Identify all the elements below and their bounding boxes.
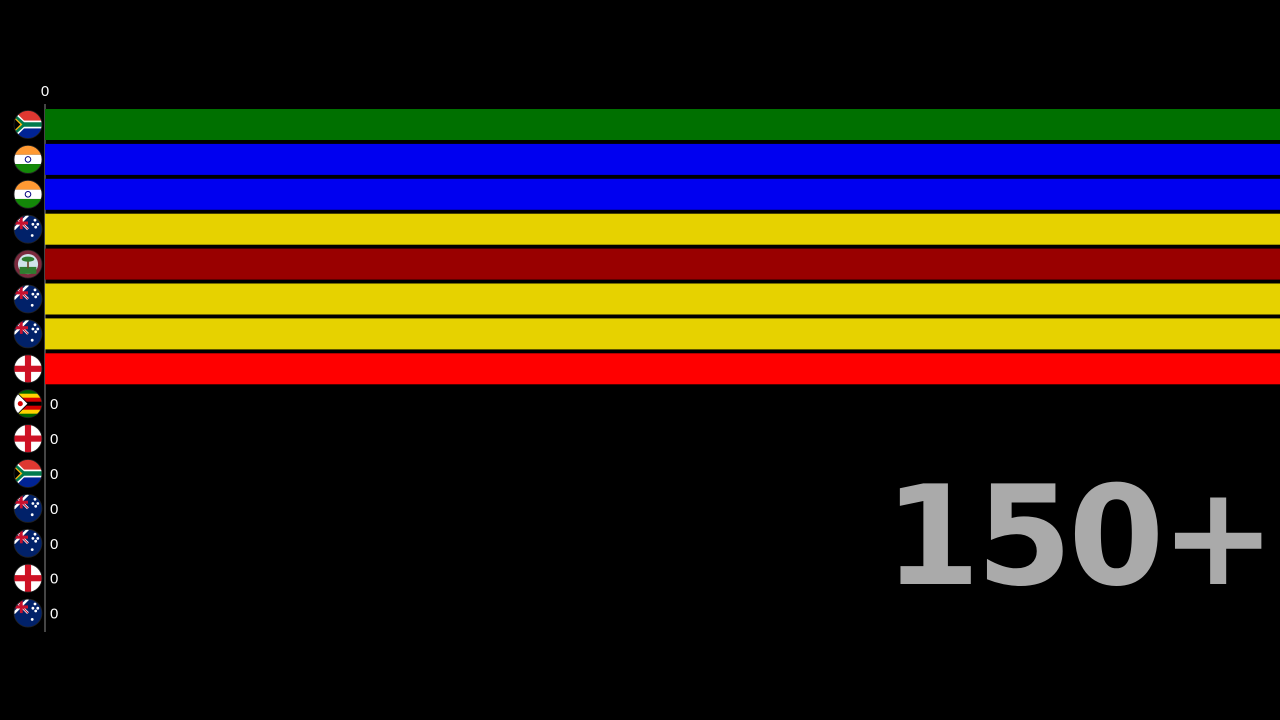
bar-row: SR Tendulkar (INDIA)53.78 xyxy=(45,143,1280,175)
bar-value-label: 0 xyxy=(50,536,58,553)
bar xyxy=(45,143,1280,175)
england-flag-icon xyxy=(13,354,43,384)
bar xyxy=(45,109,1280,140)
bar-row: 0 xyxy=(50,466,58,483)
bar xyxy=(45,213,1280,245)
bar-value-label: 0 xyxy=(50,571,58,588)
bar-row: R Dravid (INDIA)52.31 xyxy=(45,178,1280,210)
zimbabwe-flag-icon xyxy=(13,389,43,419)
bar xyxy=(45,353,1280,385)
bar-row: 0 xyxy=(50,606,58,623)
bar-value-label: 0 xyxy=(50,431,58,448)
bar-row: RT Ponting (AUS)51.85 xyxy=(45,213,1280,245)
bar-value-label: 0 xyxy=(50,466,58,483)
x-axis-ticks: 01020304050 xyxy=(41,83,49,100)
england-flag-icon xyxy=(13,424,43,454)
bar-value-label: 0 xyxy=(50,606,58,623)
x-tick-label: 0 xyxy=(41,83,49,100)
overlay-counter-label: 150+ xyxy=(884,456,1276,617)
bar-row: JH Kallis (ICC/SA)55.37 xyxy=(45,109,1280,140)
bar xyxy=(45,318,1280,350)
bar-row: 0 xyxy=(50,536,58,553)
india-flag-icon xyxy=(13,144,43,174)
bar-row: S Chanderpaul (WI)51.37 xyxy=(45,248,1280,280)
bar-row: 0 xyxy=(50,431,58,448)
bar-row: 0 xyxy=(50,501,58,518)
bar xyxy=(45,248,1280,280)
australia-flag-icon xyxy=(13,284,43,314)
australia-flag-icon xyxy=(13,319,43,349)
bar-value-label: 0 xyxy=(50,396,58,413)
bar-row: SR Waugh (AUS)51.06 xyxy=(45,283,1280,315)
england-flag-icon xyxy=(13,563,43,593)
bar-value-label: 0 xyxy=(50,501,58,518)
australia-flag-icon xyxy=(13,214,43,244)
bar-row: 0 xyxy=(50,571,58,588)
west-indies-flag-icon xyxy=(13,249,43,279)
bar-row: 0 xyxy=(50,396,58,413)
bar-row: AR Border (AUS)50.56 xyxy=(45,318,1280,350)
bar xyxy=(45,178,1280,210)
south-africa-flag-icon xyxy=(13,459,43,488)
india-flag-icon xyxy=(13,179,43,209)
south-africa-flag-icon xyxy=(13,110,43,139)
australia-flag-icon xyxy=(13,493,43,523)
flags xyxy=(13,110,43,628)
bar xyxy=(45,283,1280,315)
bars: JH Kallis (ICC/SA)55.37SR Tendulkar (IND… xyxy=(45,109,1280,623)
australia-flag-icon xyxy=(13,528,43,558)
australia-flag-icon xyxy=(13,598,43,628)
bar-row: AN Cook (ENG)45.35 xyxy=(45,353,1280,385)
